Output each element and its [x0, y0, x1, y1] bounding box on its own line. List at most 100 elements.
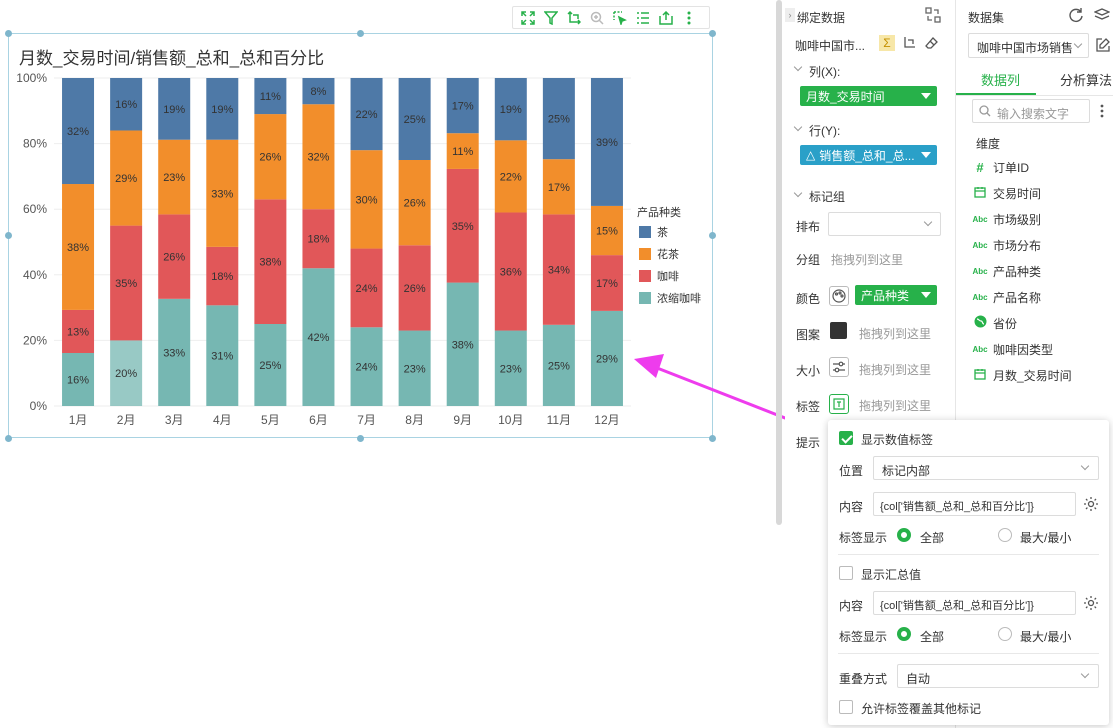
bar-segment[interactable]	[110, 225, 143, 341]
chart-plot[interactable]: 0% 20% 40% 60% 80% 100% 16% 13% 38% 32% 1月 20% 35% 29…	[9, 34, 714, 439]
bar-segment[interactable]	[590, 78, 623, 206]
row-pill[interactable]: △ 销售额_总和_总...	[800, 145, 937, 165]
radio-maxmin[interactable]	[998, 528, 1012, 542]
chart-widget[interactable]: 月数_交易时间/销售额_总和_总和百分比 0% 20% 40% 60% 80% 100% 1…	[8, 33, 713, 438]
bar-segment[interactable]	[350, 150, 383, 249]
show-value-label-checkbox[interactable]	[839, 431, 853, 445]
bar-segment[interactable]	[158, 298, 191, 406]
bar-segment[interactable]	[206, 78, 239, 140]
bar-segment[interactable]	[542, 214, 575, 325]
layers-icon[interactable]	[1094, 7, 1110, 23]
bar-segment[interactable]	[302, 104, 335, 210]
resize-handle-br[interactable]	[709, 435, 716, 442]
bar-segment[interactable]	[110, 340, 143, 406]
bar-segment[interactable]	[590, 205, 623, 256]
bar-segment[interactable]	[542, 78, 575, 160]
tab-columns[interactable]: 数据列	[981, 73, 1021, 88]
field-item[interactable]: 交易时间	[972, 182, 1041, 204]
swap-icon[interactable]	[925, 7, 941, 23]
resize-handle-bm[interactable]	[357, 435, 364, 442]
chevron-down-icon[interactable]	[793, 62, 803, 72]
bar-segment[interactable]	[158, 139, 191, 215]
color-pill[interactable]: 产品种类	[855, 285, 937, 305]
bar-segment[interactable]	[350, 248, 383, 328]
palette-icon[interactable]	[829, 286, 849, 306]
bar-segment[interactable]	[398, 330, 431, 406]
field-search-input[interactable]: 输入搜索文字	[972, 99, 1090, 123]
bar-segment[interactable]	[206, 246, 239, 306]
radio-maxmin-2[interactable]	[998, 627, 1012, 641]
bar-segment[interactable]	[494, 140, 527, 213]
export-icon[interactable]	[654, 7, 677, 28]
radio-all[interactable]	[897, 528, 911, 542]
radio-all-2[interactable]	[897, 627, 911, 641]
filter-icon[interactable]	[539, 7, 562, 28]
bar-segment[interactable]	[350, 78, 383, 151]
bar-segment[interactable]	[350, 327, 383, 406]
bar-segment[interactable]	[254, 324, 287, 406]
legend-swatch[interactable]	[639, 226, 651, 238]
chevron-down-icon[interactable]	[793, 188, 803, 198]
group-drop-zone[interactable]: 拖拽列到这里	[831, 253, 904, 267]
bar-segment[interactable]	[590, 310, 623, 406]
bar-segment[interactable]	[254, 78, 287, 115]
legend-swatch[interactable]	[639, 248, 651, 260]
content-input-2[interactable]: {col['销售额_总和_总和百分比']}	[873, 591, 1076, 615]
bar-segment[interactable]	[542, 159, 575, 215]
gear-icon[interactable]	[1083, 496, 1099, 512]
sum-icon[interactable]: Σ	[879, 35, 895, 51]
overlap-select[interactable]: 自动	[897, 664, 1099, 688]
field-item[interactable]: Abc 市场分布	[972, 234, 1041, 256]
chevron-down-icon[interactable]	[793, 122, 803, 132]
more-vertical-icon[interactable]	[1097, 103, 1107, 119]
bar-segment[interactable]	[398, 245, 431, 331]
show-total-checkbox[interactable]	[839, 566, 853, 580]
bar-segment[interactable]	[158, 214, 191, 299]
resize-handle-tm[interactable]	[357, 30, 364, 37]
position-select[interactable]: 标记内部	[873, 456, 1099, 480]
bar-segment[interactable]	[446, 133, 479, 169]
field-item[interactable]: Abc 产品名称	[972, 286, 1041, 308]
bar-segment[interactable]	[254, 199, 287, 324]
bar-segment[interactable]	[446, 282, 479, 406]
tab-algorithms[interactable]: 分析算法	[1060, 73, 1113, 88]
bar-segment[interactable]	[302, 209, 335, 269]
bar-segment[interactable]	[302, 78, 335, 105]
drill-icon[interactable]	[562, 7, 585, 28]
layout-select[interactable]	[828, 212, 941, 236]
resize-handle-bl[interactable]	[5, 435, 12, 442]
bar-segment[interactable]	[398, 78, 431, 160]
resize-handle-tl[interactable]	[5, 30, 12, 37]
bar-segment[interactable]	[62, 184, 95, 310]
legend-swatch[interactable]	[639, 292, 651, 304]
bar-segment[interactable]	[62, 352, 95, 406]
bar-segment[interactable]	[590, 255, 623, 311]
field-item[interactable]: Abc 市场级别	[972, 208, 1041, 230]
bar-segment[interactable]	[494, 212, 527, 331]
bar-segment[interactable]	[110, 130, 143, 226]
collapse-arrow-icon[interactable]: ›	[785, 8, 795, 22]
more-icon[interactable]	[677, 7, 700, 28]
label-icon[interactable]	[829, 394, 849, 414]
dataset-select[interactable]: 咖啡中国市场销售	[968, 33, 1089, 58]
select-icon[interactable]	[608, 7, 631, 28]
bar-segment[interactable]	[494, 78, 527, 141]
refresh-icon[interactable]	[1068, 7, 1084, 23]
eraser-icon[interactable]	[925, 36, 939, 50]
edit-icon[interactable]	[1095, 37, 1111, 53]
field-item[interactable]: Abc 咖啡因类型	[972, 338, 1053, 360]
allow-overlap-checkbox[interactable]	[839, 700, 853, 714]
field-item[interactable]: 省份	[972, 312, 1017, 334]
zoom-icon[interactable]	[585, 7, 608, 28]
bar-segment[interactable]	[542, 324, 575, 406]
field-item[interactable]: 月数_交易时间	[972, 364, 1072, 386]
bar-segment[interactable]	[110, 78, 143, 131]
shape-icon[interactable]	[830, 322, 847, 339]
bar-segment[interactable]	[446, 168, 479, 283]
bar-segment[interactable]	[494, 330, 527, 406]
drill-small-icon[interactable]	[902, 36, 916, 50]
bar-segment[interactable]	[206, 139, 239, 247]
fullscreen-icon[interactable]	[516, 7, 539, 28]
shape-drop-zone[interactable]: 拖拽列到这里	[859, 327, 932, 341]
resize-handle-tr[interactable]	[709, 30, 716, 37]
